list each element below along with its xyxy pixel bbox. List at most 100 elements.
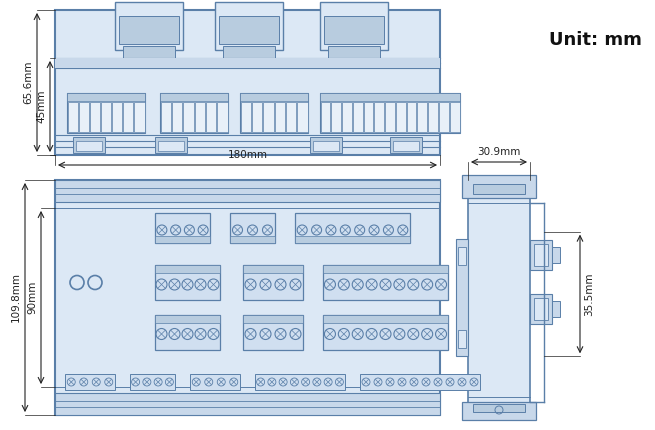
Bar bbox=[295, 236, 410, 243]
Bar bbox=[243, 265, 303, 273]
Text: 65.6mm: 65.6mm bbox=[23, 61, 33, 104]
Bar bbox=[534, 244, 548, 266]
Bar bbox=[79, 102, 89, 132]
Bar bbox=[417, 102, 427, 132]
Bar bbox=[130, 374, 175, 390]
Bar bbox=[323, 265, 448, 300]
Bar bbox=[393, 141, 419, 151]
Bar bbox=[134, 102, 145, 132]
Bar bbox=[552, 301, 560, 317]
Bar bbox=[456, 239, 468, 356]
Bar bbox=[323, 265, 448, 273]
Bar bbox=[55, 180, 440, 415]
Bar bbox=[55, 180, 440, 202]
Bar bbox=[458, 247, 466, 265]
Bar bbox=[115, 2, 183, 50]
Bar bbox=[313, 141, 339, 151]
Bar bbox=[439, 102, 449, 132]
Bar bbox=[155, 314, 220, 350]
Bar bbox=[255, 374, 345, 390]
Bar bbox=[263, 102, 274, 132]
Bar bbox=[67, 102, 78, 132]
Bar bbox=[320, 93, 460, 101]
Text: 30.9mm: 30.9mm bbox=[477, 147, 521, 157]
Bar bbox=[217, 102, 227, 132]
Bar bbox=[320, 102, 330, 132]
Bar bbox=[123, 102, 134, 132]
Bar bbox=[123, 46, 175, 58]
Bar bbox=[353, 102, 363, 132]
Bar bbox=[274, 102, 285, 132]
Bar bbox=[328, 46, 380, 58]
Bar bbox=[473, 184, 525, 194]
Bar bbox=[407, 102, 417, 132]
Bar bbox=[323, 314, 448, 350]
Bar bbox=[360, 374, 480, 390]
Bar bbox=[324, 16, 384, 44]
Bar bbox=[67, 93, 145, 101]
Bar bbox=[155, 213, 210, 243]
Bar bbox=[112, 102, 122, 132]
Bar bbox=[240, 93, 308, 133]
Bar bbox=[65, 374, 115, 390]
Bar bbox=[310, 137, 342, 153]
Bar bbox=[342, 102, 352, 132]
Bar bbox=[252, 102, 262, 132]
Bar bbox=[243, 314, 303, 350]
Bar bbox=[219, 16, 279, 44]
Bar bbox=[375, 102, 384, 132]
Bar bbox=[462, 402, 536, 420]
Bar bbox=[230, 236, 275, 243]
Bar bbox=[206, 102, 216, 132]
Bar bbox=[195, 102, 205, 132]
Bar bbox=[428, 102, 438, 132]
Bar bbox=[172, 102, 182, 132]
Bar bbox=[90, 102, 100, 132]
Bar bbox=[530, 294, 552, 324]
Bar bbox=[155, 265, 220, 300]
Text: 180mm: 180mm bbox=[227, 150, 267, 160]
Bar bbox=[158, 141, 184, 151]
Bar bbox=[286, 102, 296, 132]
Bar bbox=[55, 58, 440, 68]
Bar bbox=[230, 213, 275, 243]
Bar bbox=[364, 102, 373, 132]
Bar bbox=[450, 102, 460, 132]
Bar bbox=[183, 102, 193, 132]
Bar bbox=[73, 137, 105, 153]
Bar bbox=[390, 137, 422, 153]
Bar bbox=[240, 102, 251, 132]
Bar bbox=[119, 16, 179, 44]
Bar bbox=[160, 102, 171, 132]
Bar bbox=[243, 314, 303, 322]
Bar bbox=[297, 102, 307, 132]
Bar bbox=[155, 265, 220, 273]
Bar bbox=[155, 137, 187, 153]
Bar bbox=[320, 2, 388, 50]
Bar bbox=[160, 93, 228, 101]
Bar bbox=[396, 102, 405, 132]
Bar bbox=[468, 180, 530, 415]
Bar bbox=[67, 93, 145, 133]
Bar bbox=[462, 175, 536, 198]
Bar bbox=[552, 247, 560, 263]
Bar bbox=[223, 46, 275, 58]
Bar bbox=[320, 93, 460, 133]
Bar bbox=[155, 236, 210, 243]
Bar bbox=[331, 102, 341, 132]
Bar bbox=[190, 374, 240, 390]
Bar bbox=[295, 213, 410, 243]
Bar bbox=[534, 298, 548, 320]
Bar bbox=[55, 393, 440, 415]
Text: Unit: mm: Unit: mm bbox=[549, 31, 641, 49]
Bar bbox=[101, 102, 111, 132]
Bar bbox=[530, 240, 552, 270]
Text: 35.5mm: 35.5mm bbox=[584, 272, 594, 316]
Bar bbox=[160, 93, 228, 133]
Bar bbox=[323, 314, 448, 322]
Text: 90mm: 90mm bbox=[27, 281, 37, 314]
Bar bbox=[55, 10, 440, 155]
Bar bbox=[215, 2, 283, 50]
Bar bbox=[76, 141, 102, 151]
Text: 45mm: 45mm bbox=[36, 90, 46, 123]
